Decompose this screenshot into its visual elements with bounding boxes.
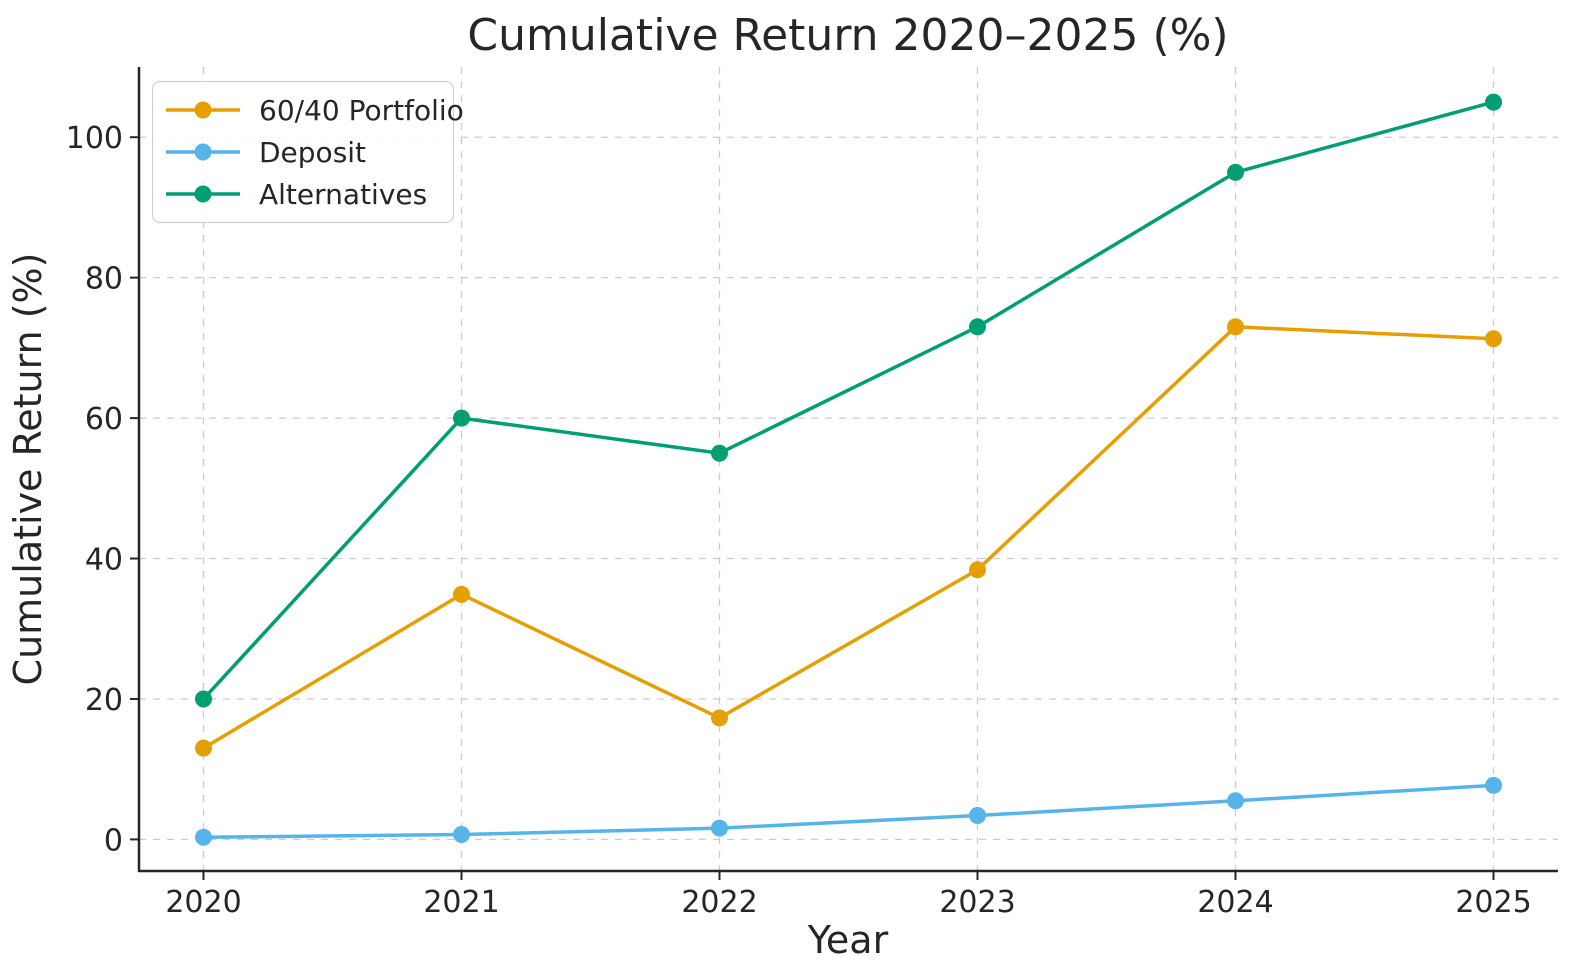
x-tick-label: 2020 <box>165 885 241 920</box>
data-point-marker <box>195 739 212 757</box>
data-point-marker <box>453 585 470 603</box>
y-tick-label: 100 <box>66 121 123 156</box>
legend-label: 60/40 Portfolio <box>259 93 464 127</box>
x-axis-label: Year <box>807 918 889 962</box>
data-point-marker <box>969 318 986 336</box>
legend: 60/40 Portfolio Deposit Alternatives <box>152 81 464 223</box>
y-tick-label: 20 <box>85 683 123 718</box>
x-tick-label: 2025 <box>1455 885 1531 920</box>
data-point-marker <box>1485 330 1502 348</box>
legend-item-6040-portfolio: 60/40 Portfolio <box>163 89 464 131</box>
data-point-marker <box>1485 93 1502 111</box>
legend-swatch-line-marker <box>166 143 240 161</box>
series-line-alternatives <box>201 100 1496 701</box>
data-point-marker <box>195 690 212 708</box>
data-point-marker <box>1485 776 1502 794</box>
y-tick-label: 40 <box>85 543 123 578</box>
legend-item-deposit: Deposit <box>163 131 453 173</box>
y-tick-label: 0 <box>104 823 123 858</box>
y-axis-label: Cumulative Return (%) <box>6 252 50 686</box>
x-tick-label: 2021 <box>423 885 499 920</box>
data-point-marker <box>453 409 470 427</box>
data-point-marker <box>969 561 986 579</box>
series-line-60-40-portfolio <box>201 325 1496 750</box>
legend-swatch-line-marker <box>166 185 240 203</box>
x-tick-label: 2022 <box>681 885 757 920</box>
data-point-marker <box>711 444 728 462</box>
chart-title: Cumulative Return 2020–2025 (%) <box>467 10 1229 61</box>
x-tick-label: 2023 <box>939 885 1015 920</box>
y-tick-label: 60 <box>85 402 123 437</box>
data-point-marker <box>195 828 212 846</box>
legend-swatch-line-marker <box>166 101 240 119</box>
data-point-marker <box>711 709 728 727</box>
series-line-deposit <box>201 783 1496 840</box>
data-point-marker <box>711 819 728 837</box>
legend-label: Deposit <box>259 135 367 169</box>
legend-item-alternatives: Alternatives <box>163 173 453 215</box>
y-tick-label: 80 <box>85 262 123 297</box>
x-tick-label: 2024 <box>1197 885 1273 920</box>
data-point-marker <box>1227 163 1244 181</box>
data-point-marker <box>1227 792 1244 810</box>
legend-label: Alternatives <box>259 177 428 211</box>
data-point-marker <box>453 825 470 843</box>
data-point-marker <box>969 807 986 825</box>
data-point-marker <box>1227 318 1244 336</box>
